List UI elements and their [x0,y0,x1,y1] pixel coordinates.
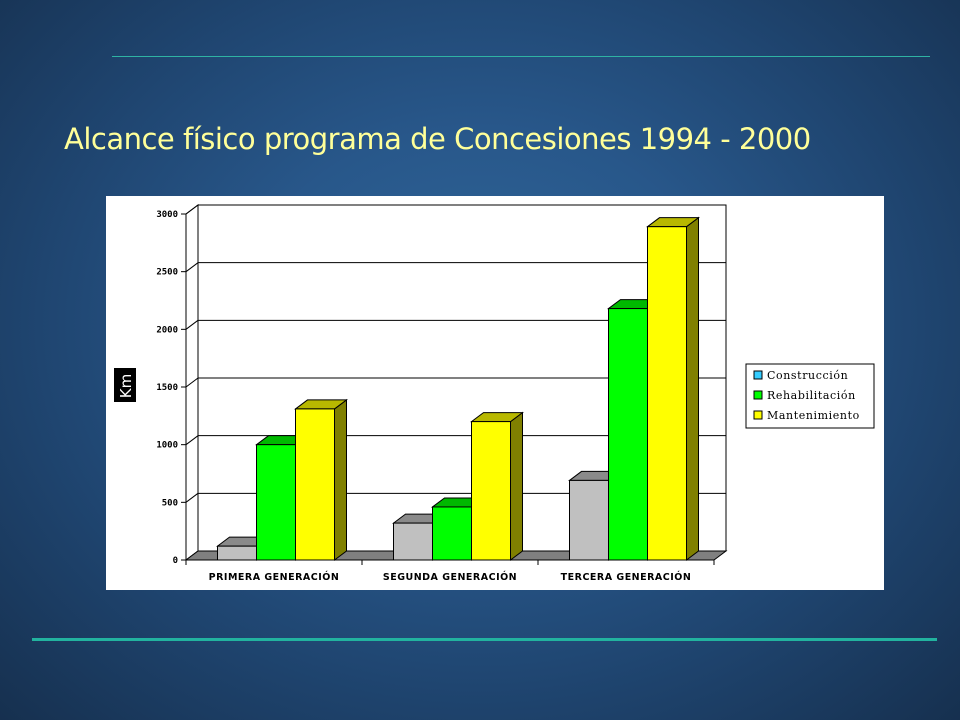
chart-area: 0 500 1000 1500 2000 2500 3000 PRIMERA GENERACI… [106,196,884,590]
bar [432,506,472,561]
bar [608,308,648,561]
legend-box [745,363,875,429]
y-tick-label: 1000 [156,441,178,451]
top-divider-line [112,56,930,57]
legend-swatch [753,410,763,420]
bar-side [686,216,699,561]
gridline-diagonal [185,204,199,215]
y-tick-label: 0 [173,556,178,566]
y-axis-label: Km [117,374,135,398]
gridline-diagonal [185,377,199,388]
y-tick-label: 500 [162,498,178,508]
y-tick-label: 2000 [156,325,178,335]
bar [393,522,433,561]
bottom-divider-line [32,638,937,641]
bar [647,226,687,561]
gridline-diagonal [185,492,199,503]
legend-swatch [753,390,763,400]
x-tick-label: PRIMERA GENERACIÓN [209,571,340,583]
bar-chart: 0 500 1000 1500 2000 2500 3000 PRIMERA GENERACI… [114,204,875,583]
y-tick-label: 2500 [156,268,178,278]
bar-side [510,411,523,561]
bar [471,421,511,561]
x-tick-label: SEGUNDA GENERACIÓN [383,571,517,583]
bar [217,545,257,561]
legend-label: Mantenimiento [767,409,860,422]
gridline-diagonal [185,262,199,273]
gridline-diagonal [185,319,199,330]
bar [295,408,335,561]
x-tick-label: TERCERA GENERACIÓN [561,571,692,583]
legend-label: Rehabilitación [767,389,856,402]
bar [569,479,609,561]
legend-label: Construcción [767,369,848,382]
slide-title: Alcance físico programa de Concesiones 1… [64,122,811,156]
y-tick-label: 3000 [156,210,178,220]
bar-side [334,398,347,561]
y-tick-label: 1500 [156,383,178,393]
legend-swatch [753,370,763,380]
y-axis-label-bg [114,368,136,402]
bar [256,444,296,561]
gridline-diagonal [185,435,199,446]
